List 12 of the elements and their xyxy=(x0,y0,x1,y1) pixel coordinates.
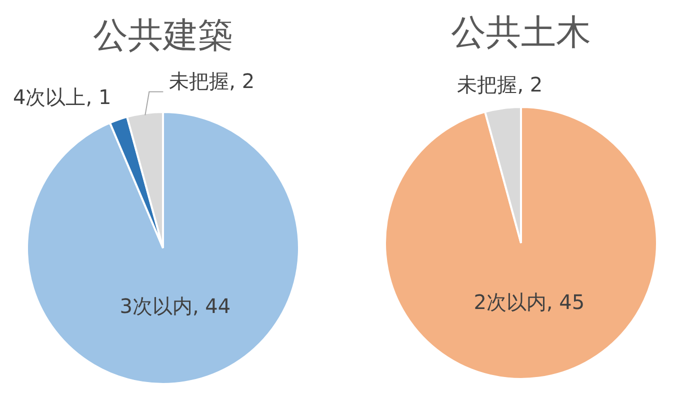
slice-label: 未把握 xyxy=(457,72,518,97)
slice-label: 未把握 xyxy=(169,68,230,93)
data-label: , 2 xyxy=(229,68,255,93)
chart-title: 公共建築 xyxy=(93,16,233,56)
data-label: , 2 xyxy=(517,72,543,97)
data-label: , 1 xyxy=(86,84,112,109)
data-label: , 44 xyxy=(192,294,231,318)
chart-title: 公共土木 xyxy=(451,13,591,54)
data-label: , 45 xyxy=(546,290,585,314)
slice-label: 4次以上 xyxy=(13,84,86,109)
slice-label: 3次以内 xyxy=(120,294,192,318)
slice-label: 2次以内 xyxy=(474,290,546,314)
